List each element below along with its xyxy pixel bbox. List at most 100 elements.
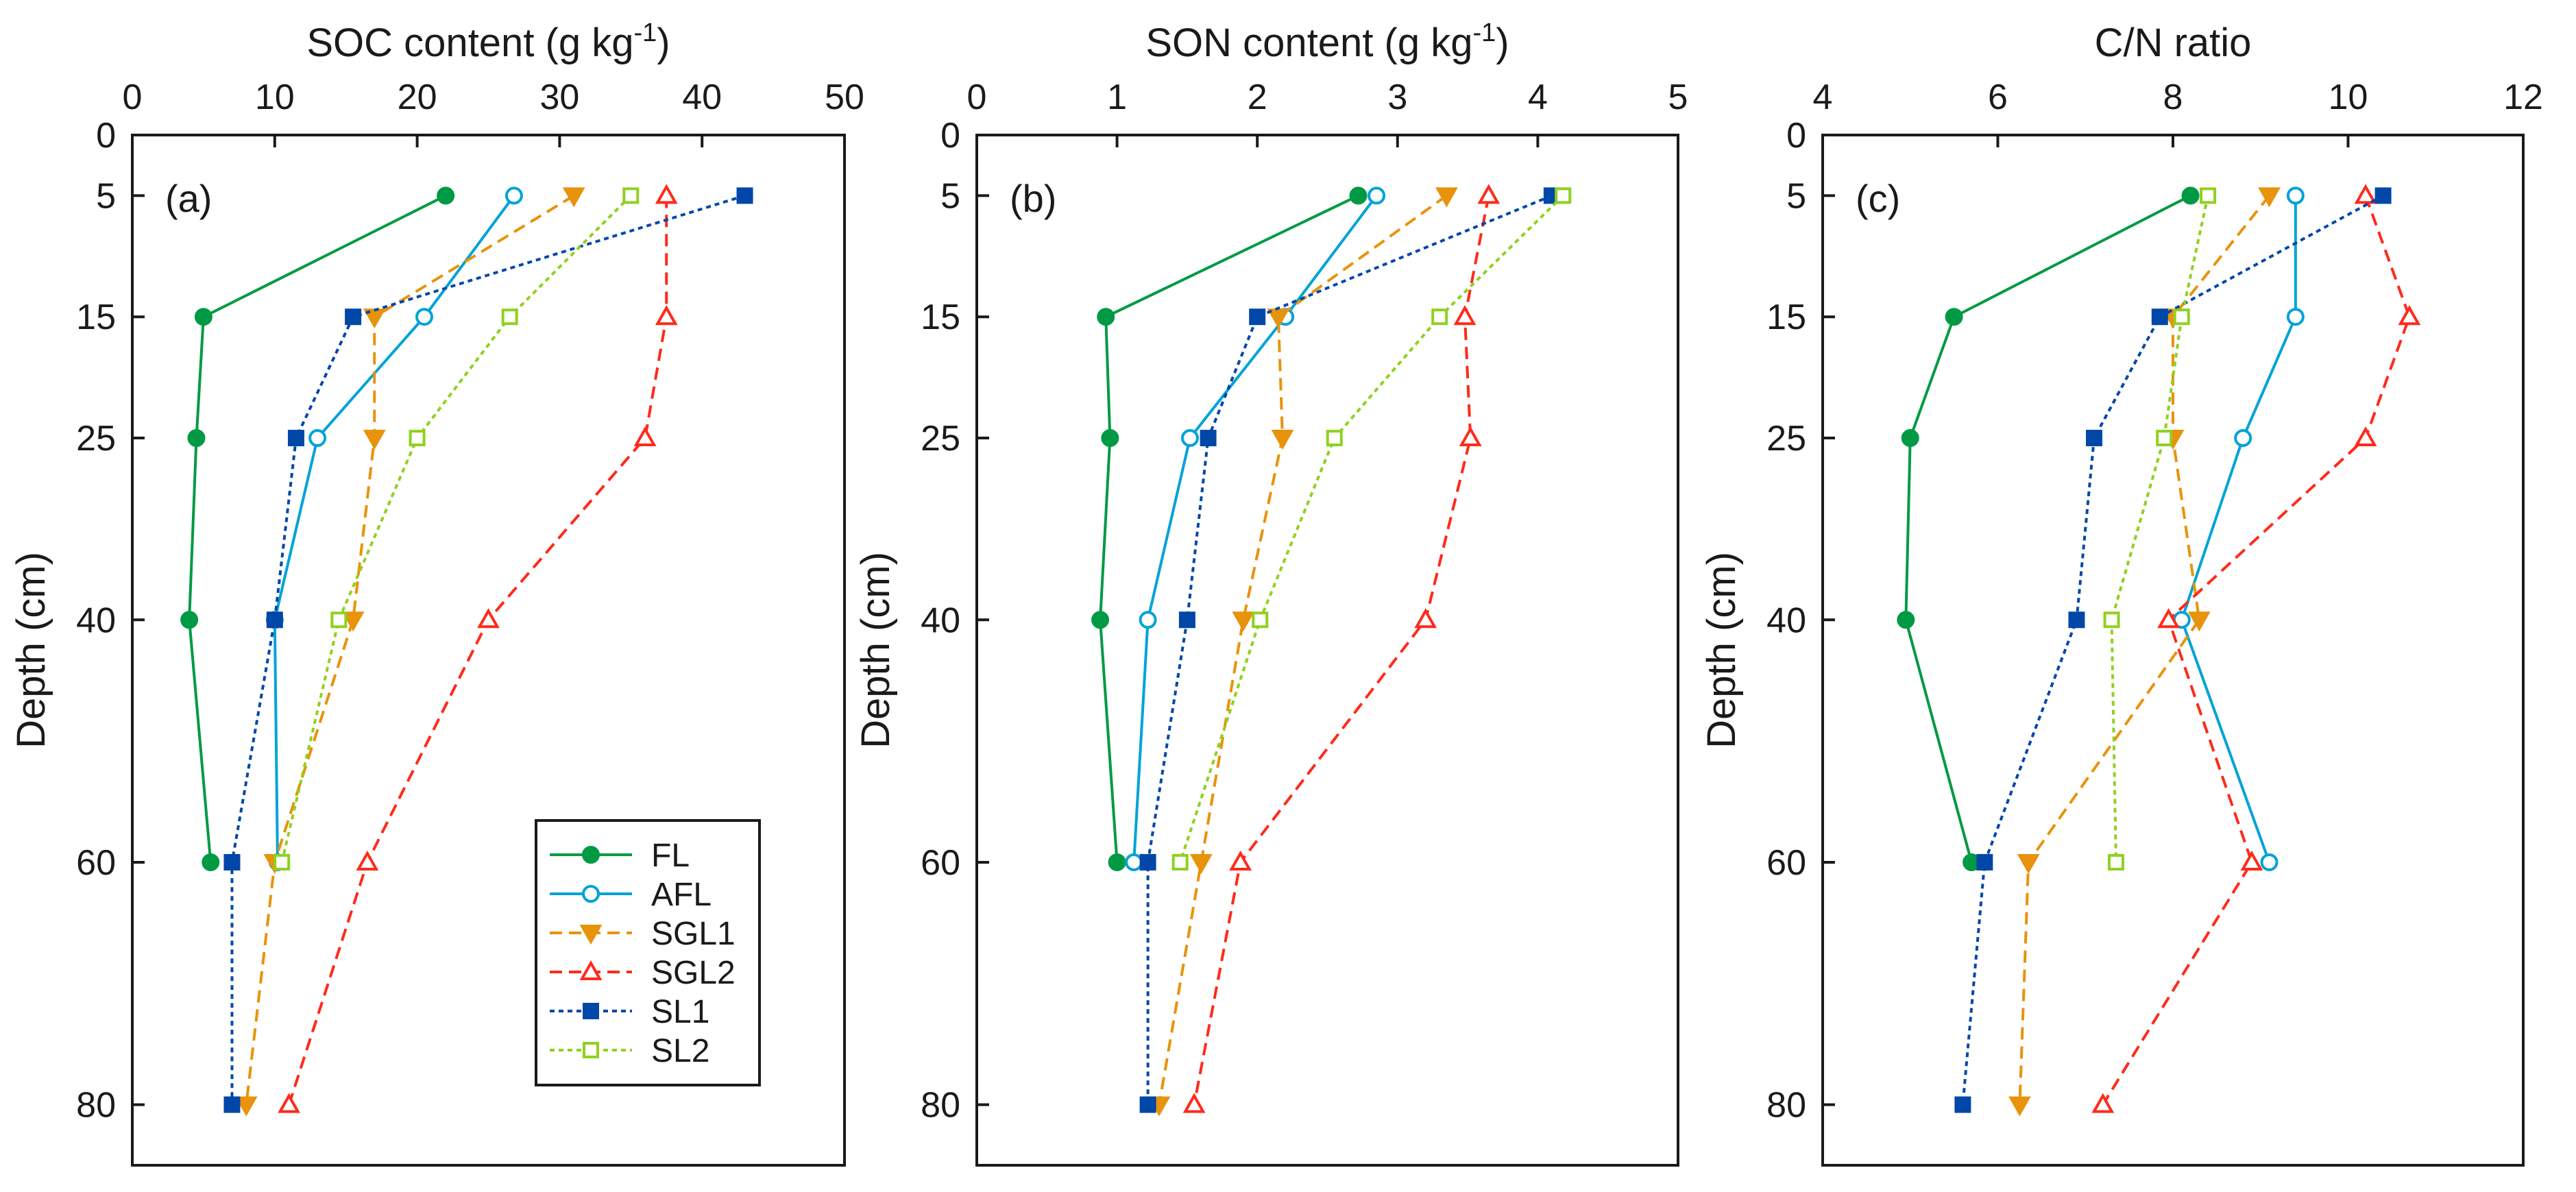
data-point [2260,853,2279,871]
x-tick-label: 2 [1248,77,1267,117]
data-point [2187,611,2211,632]
data-point [1171,853,1189,871]
series-sl1 [1139,187,1560,1113]
series-sl2 [1171,187,1572,871]
data-point [1200,430,1217,447]
legend-label: SGL2 [651,955,736,991]
y-tick-label: 40 [1766,600,1806,640]
legend-marker [583,1042,599,1058]
data-point [1249,308,1266,326]
data-point [1229,850,1252,871]
series-sl1 [223,187,753,1113]
data-point [1189,853,1213,875]
series-line [230,194,746,1105]
data-point [409,430,426,447]
series-line [1158,194,1448,1105]
panel-1: 0 10 20 30 40 50 0 5 15 25 40 60 80 SOC content (g kg… [9,19,864,1167]
panel-label: (c) [1856,177,1900,220]
data-point [234,1096,258,1117]
data-point [2374,187,2392,204]
data-point [655,184,678,204]
data-point [330,611,348,629]
data-point [202,853,220,871]
data-point [1252,611,1269,629]
y-axis-title: Depth (cm) [1699,552,1744,749]
panel-3: 4 6 8 10 12 0 5 15 25 40 60 80 C/N ratio Depth (cm) (c… [1699,21,2543,1167]
legend-label: SL2 [651,1033,709,1069]
y-tick-label: 60 [921,843,960,883]
data-point [2091,1093,2115,1113]
data-point [1182,1093,1206,1113]
data-point [2354,184,2377,204]
data-point [1180,429,1199,448]
data-point [1459,426,1482,447]
y-tick-label: 5 [96,176,116,216]
data-point [2398,305,2421,326]
data-point [1178,611,1195,629]
series-line [1193,195,1490,1105]
x-tick-label: 30 [539,77,579,117]
data-point [341,611,365,632]
data-point [736,187,753,204]
x-tick-label: 50 [825,77,864,117]
legend-marker [583,1003,599,1019]
data-point [2103,611,2120,629]
y-tick-label: 80 [921,1086,960,1126]
data-point [1349,186,1368,205]
series-line [1132,195,1378,863]
legend-marker [582,846,600,864]
data-point [501,308,518,326]
data-point [2008,1096,2031,1117]
data-point [2151,308,2168,326]
data-point [1901,429,1919,448]
legend-item-afl: AFL [550,877,712,913]
x-tick-label: 40 [682,77,722,117]
data-point [2173,308,2190,326]
data-point [223,853,241,871]
series-fl [1897,186,2200,871]
legend-label: AFL [651,877,712,913]
data-point [2157,608,2180,629]
data-point [266,611,283,629]
data-point [363,430,386,450]
data-point [194,308,212,326]
series-sl2 [274,187,640,871]
series-line [2018,195,2271,1105]
series-line [287,195,668,1106]
series-line [1146,194,1553,1105]
data-point [633,426,657,447]
y-tick-label: 60 [76,843,116,883]
y-tick-label: 15 [921,297,960,337]
y-tick-label: 80 [76,1086,116,1126]
data-point [622,187,640,204]
series-sgl1 [1147,187,1458,1117]
data-point [345,308,362,326]
y-axis-title: Depth (cm) [9,552,53,749]
x-tick-label: 10 [2329,77,2368,117]
data-point [2086,430,2103,447]
data-point [356,850,379,871]
plot-frame [131,134,846,1167]
data-point [308,429,327,448]
legend-item-fl: FL [550,838,690,874]
y-tick-label: 5 [940,176,960,216]
y-tick-label: 5 [1786,176,1806,216]
data-point [1271,430,1294,450]
legend-label: SL1 [651,994,709,1030]
data-point [2200,187,2217,204]
data-point [274,853,291,871]
series-line [280,194,632,863]
series-line [273,195,515,862]
legend-marker [582,885,600,903]
panel-label: (a) [165,177,212,220]
data-point [2068,611,2085,629]
data-point [1139,853,1156,871]
data-point [1897,611,1915,629]
series-line [1178,194,1564,863]
y-tick-label: 25 [921,419,960,459]
data-point [1326,430,1343,447]
series-line [1904,194,2191,863]
x-axis-title: SOC content (g kg-1) [306,19,670,65]
data-point [1368,186,1386,205]
